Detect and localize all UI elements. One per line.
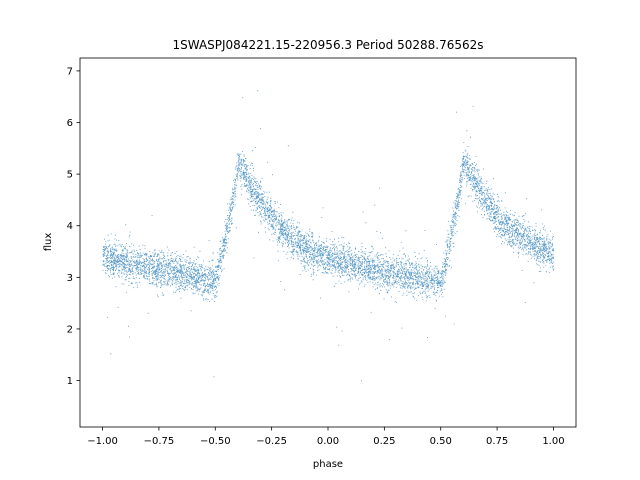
x-tick-label: 0.25 — [373, 436, 395, 447]
x-tick-label: −0.25 — [256, 436, 287, 447]
y-tick-label: 4 — [67, 221, 73, 232]
chart-title: 1SWASPJ084221.15-220956.3 Period 50288.7… — [172, 38, 483, 52]
y-axis-label: flux — [43, 233, 54, 252]
y-axis-ticks: 1 2 3 4 5 6 7 — [67, 66, 80, 387]
x-axis-ticks: −1.00 −0.75 −0.50 −0.25 0.00 0.25 0.50 0.75 1.00 — [87, 427, 565, 447]
x-tick-label: 0.00 — [317, 436, 339, 447]
y-tick-label: 6 — [67, 118, 73, 129]
y-tick-label: 3 — [67, 273, 73, 284]
y-tick-label: 2 — [67, 324, 73, 335]
x-tick-label: −1.00 — [87, 436, 118, 447]
y-tick-label: 5 — [67, 170, 73, 181]
x-tick-label: 0.75 — [486, 436, 508, 447]
y-tick-label: 7 — [67, 66, 73, 77]
x-tick-label: −0.75 — [144, 436, 175, 447]
x-tick-label: 0.50 — [430, 436, 452, 447]
x-tick-label: 1.00 — [542, 436, 564, 447]
plot-frame — [79, 57, 577, 428]
scatter-points — [102, 90, 555, 382]
y-tick-label: 1 — [67, 376, 73, 387]
x-axis-label: phase — [313, 459, 343, 470]
data-points — [102, 90, 555, 382]
x-tick-label: −0.50 — [200, 436, 231, 447]
